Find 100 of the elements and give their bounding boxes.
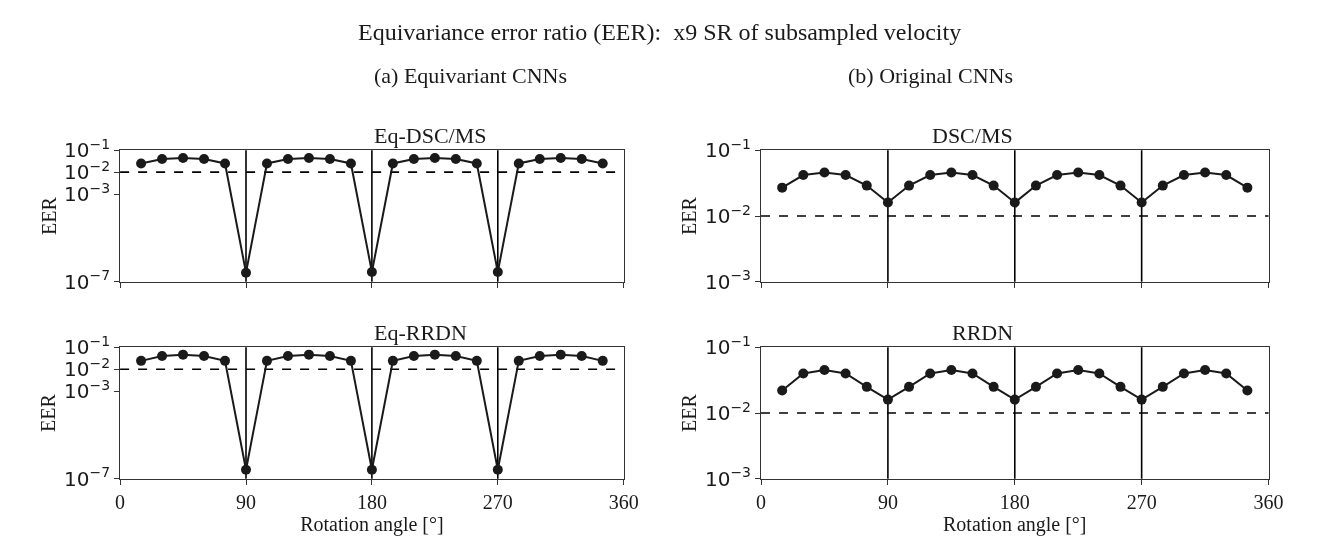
y-tick-label: 10$^{−1}$ xyxy=(704,135,752,163)
point xyxy=(882,394,893,405)
point xyxy=(450,350,461,361)
point xyxy=(1242,385,1253,396)
point xyxy=(967,368,978,379)
point xyxy=(840,368,851,379)
point xyxy=(1073,167,1084,178)
point xyxy=(1115,381,1126,392)
x-tick-label: 270 xyxy=(482,490,513,513)
point xyxy=(513,355,524,366)
point xyxy=(366,266,377,277)
point xyxy=(471,158,482,169)
chart-title: Eq-DSC/MS xyxy=(374,123,487,148)
point xyxy=(798,368,809,379)
point xyxy=(429,349,440,360)
point xyxy=(946,365,957,376)
y-tick-label: 10$^{−3}$ xyxy=(704,267,752,294)
text: Equivariance error ratio (EER): x9 SR of subsampled velocity xyxy=(358,19,962,45)
point xyxy=(1073,365,1084,376)
y-tick-label: 10$^{−7}$ xyxy=(64,464,111,491)
chart-title: RRDN xyxy=(952,320,1014,345)
point xyxy=(946,167,957,178)
point xyxy=(492,266,503,277)
point xyxy=(819,365,830,376)
point xyxy=(241,267,251,278)
point xyxy=(597,158,608,169)
point xyxy=(1030,180,1041,191)
point xyxy=(1052,368,1063,379)
point xyxy=(408,350,419,361)
point xyxy=(988,381,999,392)
point xyxy=(220,355,231,366)
point xyxy=(1221,368,1232,379)
x-axis-title: Rotation angle [°] xyxy=(943,512,1087,536)
point xyxy=(324,153,335,164)
point xyxy=(904,381,915,392)
point xyxy=(282,153,293,164)
x-tick-label: 180 xyxy=(999,490,1030,513)
point xyxy=(925,368,936,379)
point xyxy=(261,355,272,366)
point xyxy=(199,350,210,361)
point xyxy=(840,170,851,181)
x-tick-label: 270 xyxy=(1126,490,1157,513)
point xyxy=(303,153,314,164)
point xyxy=(1094,368,1105,379)
point xyxy=(1030,381,1041,392)
point xyxy=(576,350,587,361)
point xyxy=(904,180,915,191)
point xyxy=(1136,197,1147,208)
point xyxy=(282,350,293,361)
point xyxy=(576,153,587,164)
x-tick-label: 90 xyxy=(877,490,898,513)
point xyxy=(178,349,189,360)
point xyxy=(925,170,936,181)
point xyxy=(861,381,872,392)
point xyxy=(1157,180,1168,191)
point xyxy=(1178,170,1189,181)
point xyxy=(1200,365,1211,376)
point xyxy=(450,153,461,164)
x-tick-label: 0 xyxy=(115,490,126,513)
point xyxy=(345,158,356,169)
chart-subtitle: (b) Original CNNs xyxy=(848,63,1013,88)
point xyxy=(408,153,419,164)
chart-subtitle: (a) Equivariant CNNs xyxy=(374,63,568,88)
x-tick-label: 180 xyxy=(356,490,387,513)
x-axis-title: Rotation angle [°] xyxy=(300,512,444,536)
point xyxy=(988,180,999,191)
y-tick-label: 10$^{−7}$ xyxy=(64,267,111,294)
chart-title: Eq-RRDN xyxy=(374,320,467,345)
point xyxy=(387,355,398,366)
point xyxy=(366,464,377,475)
y-axis-title: EER xyxy=(37,393,60,432)
point xyxy=(136,158,147,169)
point xyxy=(1242,182,1253,193)
point xyxy=(241,464,251,475)
point xyxy=(555,153,566,164)
point xyxy=(597,355,608,366)
point xyxy=(492,464,503,475)
chart-title: DSC/MS xyxy=(932,123,1013,148)
point xyxy=(178,153,189,164)
point xyxy=(324,350,335,361)
point xyxy=(1009,197,1020,208)
point xyxy=(1094,170,1105,181)
point xyxy=(429,153,440,164)
point xyxy=(471,355,482,366)
point xyxy=(220,158,231,169)
point xyxy=(555,349,566,360)
point xyxy=(1136,394,1147,405)
point xyxy=(1178,368,1189,379)
point xyxy=(513,158,524,169)
y-tick-label: 10$^{−3}$ xyxy=(704,464,752,491)
x-tick-label: 360 xyxy=(608,490,639,513)
y-axis-title: EER xyxy=(678,393,701,432)
y-axis-title: EER xyxy=(37,196,60,235)
x-tick-label: 90 xyxy=(236,490,256,513)
point xyxy=(387,158,398,169)
point xyxy=(1009,394,1020,405)
point xyxy=(967,170,978,181)
x-tick-label: 0 xyxy=(756,490,767,513)
point xyxy=(261,158,272,169)
point xyxy=(819,167,830,178)
